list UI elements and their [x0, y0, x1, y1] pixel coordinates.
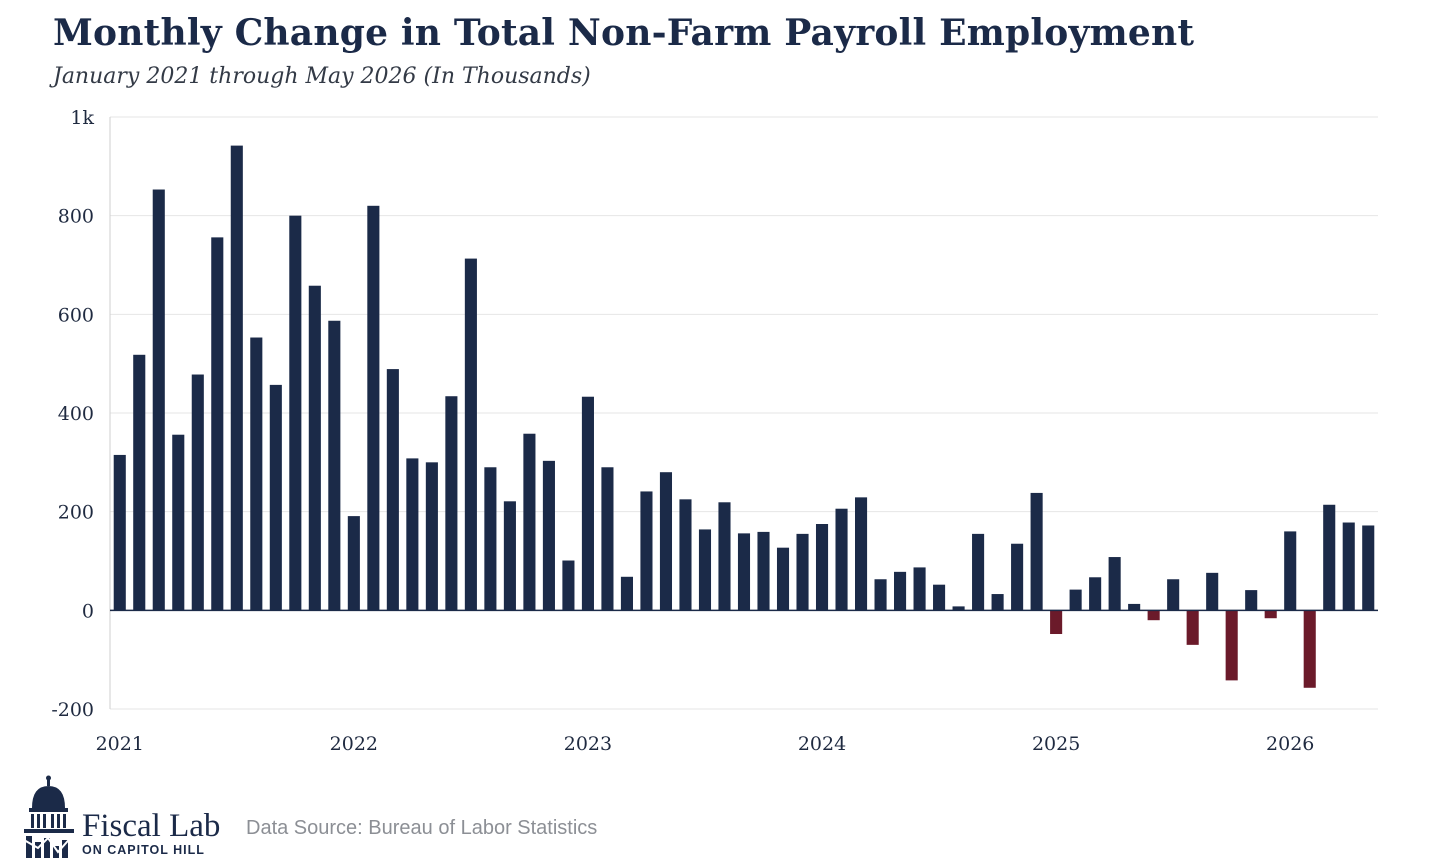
- x-axis-ticks: 2021 2022 2023 2024 2025 2026: [96, 733, 1315, 755]
- bar-2023-08: [718, 502, 731, 611]
- bar-2021-01: [113, 454, 126, 611]
- bar-2024-08: [952, 606, 965, 611]
- y-tick-label: 600: [58, 304, 94, 326]
- x-tick-label: 2024: [798, 733, 846, 755]
- data-source-note: Data Source: Bureau of Labor Statistics: [246, 817, 598, 839]
- bar-2021-10: [289, 215, 302, 611]
- fiscal-lab-logo: Fiscal Lab ON CAPITOL HILL: [20, 774, 230, 864]
- bar-2022-08: [484, 467, 497, 611]
- bar-2023-02: [601, 467, 614, 611]
- bar-2025-03: [1089, 577, 1102, 611]
- bar-2025-06: [1147, 610, 1160, 621]
- bar-2022-07: [464, 258, 477, 611]
- y-tick-label: -200: [51, 699, 94, 721]
- bar-2025-10: [1225, 610, 1238, 681]
- bar-2023-03: [620, 576, 633, 611]
- bar-2023-06: [679, 499, 692, 611]
- bar-2021-03: [152, 189, 165, 611]
- bar-2022-12: [562, 560, 575, 611]
- bar-2024-02: [835, 508, 848, 611]
- bar-2022-04: [406, 458, 419, 611]
- chart-subtitle: January 2021 through May 2026 (In Thousa…: [53, 64, 591, 89]
- bar-2026-04: [1342, 522, 1355, 611]
- bar-2021-09: [269, 384, 282, 611]
- bar-2021-04: [172, 434, 185, 611]
- bar-2021-08: [250, 337, 263, 611]
- x-tick-label: 2022: [330, 733, 378, 755]
- bar-2024-12: [1030, 492, 1043, 611]
- bar-2024-04: [874, 579, 887, 611]
- axes: [109, 117, 1378, 709]
- bar-2024-01: [815, 524, 829, 611]
- bar-2021-05: [191, 374, 204, 611]
- x-tick-label: 2023: [564, 733, 612, 755]
- bar-2023-12: [796, 533, 809, 611]
- bar-2025-02: [1069, 589, 1082, 611]
- bar-2025-04: [1108, 557, 1121, 611]
- bar-2022-03: [386, 369, 399, 611]
- bar-2024-10: [991, 594, 1004, 611]
- bar-2021-06: [211, 237, 224, 611]
- bar-2023-01: [581, 396, 594, 611]
- bar-2022-05: [425, 462, 438, 611]
- bar-2026-01: [1284, 531, 1297, 611]
- bar-2023-05: [659, 472, 673, 611]
- bar-2022-09: [503, 501, 516, 611]
- bar-2026-05: [1362, 525, 1375, 611]
- y-tick-label: 800: [58, 206, 94, 228]
- bar-2022-06: [445, 396, 458, 611]
- x-tick-label: 2021: [96, 733, 144, 755]
- bar-2025-08: [1186, 610, 1199, 645]
- bar-2021-11: [308, 285, 321, 611]
- bar-2024-03: [855, 497, 868, 611]
- bar-2023-07: [698, 529, 712, 611]
- bar-2025-01: [1050, 610, 1063, 635]
- bar-2022-10: [523, 433, 536, 611]
- bar-2021-12: [328, 320, 341, 611]
- bar-2024-05: [894, 571, 907, 611]
- bar-2023-10: [757, 531, 770, 611]
- bar-2025-05: [1128, 603, 1141, 611]
- x-tick-label: 2025: [1032, 733, 1080, 755]
- bar-2025-07: [1167, 579, 1180, 611]
- bar-2025-09: [1206, 572, 1219, 611]
- y-tick-label: 200: [58, 502, 94, 524]
- bar-2023-04: [640, 491, 653, 611]
- chart-title: Monthly Change in Total Non-Farm Payroll…: [53, 12, 1195, 54]
- bar-2024-09: [972, 533, 985, 611]
- bar-2022-02: [367, 205, 380, 611]
- bar-2021-02: [133, 354, 146, 611]
- bar-2025-11: [1245, 590, 1258, 611]
- grid-lines: [110, 116, 1378, 710]
- logo-name: Fiscal Lab: [82, 808, 221, 844]
- bar-2024-06: [913, 567, 926, 611]
- bars: [113, 145, 1375, 688]
- bar-2024-11: [1011, 543, 1024, 611]
- bar-2026-03: [1323, 504, 1336, 611]
- bar-2024-07: [933, 584, 946, 611]
- bar-2022-01: [347, 516, 360, 611]
- logo-subtitle: ON CAPITOL HILL: [82, 843, 205, 857]
- y-axis-ticks: -200 0 200 400 600 800 1k: [51, 107, 94, 721]
- y-tick-label: 400: [58, 403, 94, 425]
- bar-2023-11: [776, 547, 790, 611]
- bar-2025-12: [1264, 610, 1277, 619]
- y-tick-label: 0: [82, 600, 94, 622]
- y-tick-label: 1k: [70, 107, 94, 129]
- bar-2026-02: [1303, 610, 1316, 688]
- bar-2021-07: [230, 145, 243, 611]
- capitol-dome-icon: [23, 775, 75, 858]
- x-tick-label: 2026: [1266, 733, 1314, 755]
- bar-2022-11: [542, 460, 555, 611]
- bar-2023-09: [737, 533, 751, 611]
